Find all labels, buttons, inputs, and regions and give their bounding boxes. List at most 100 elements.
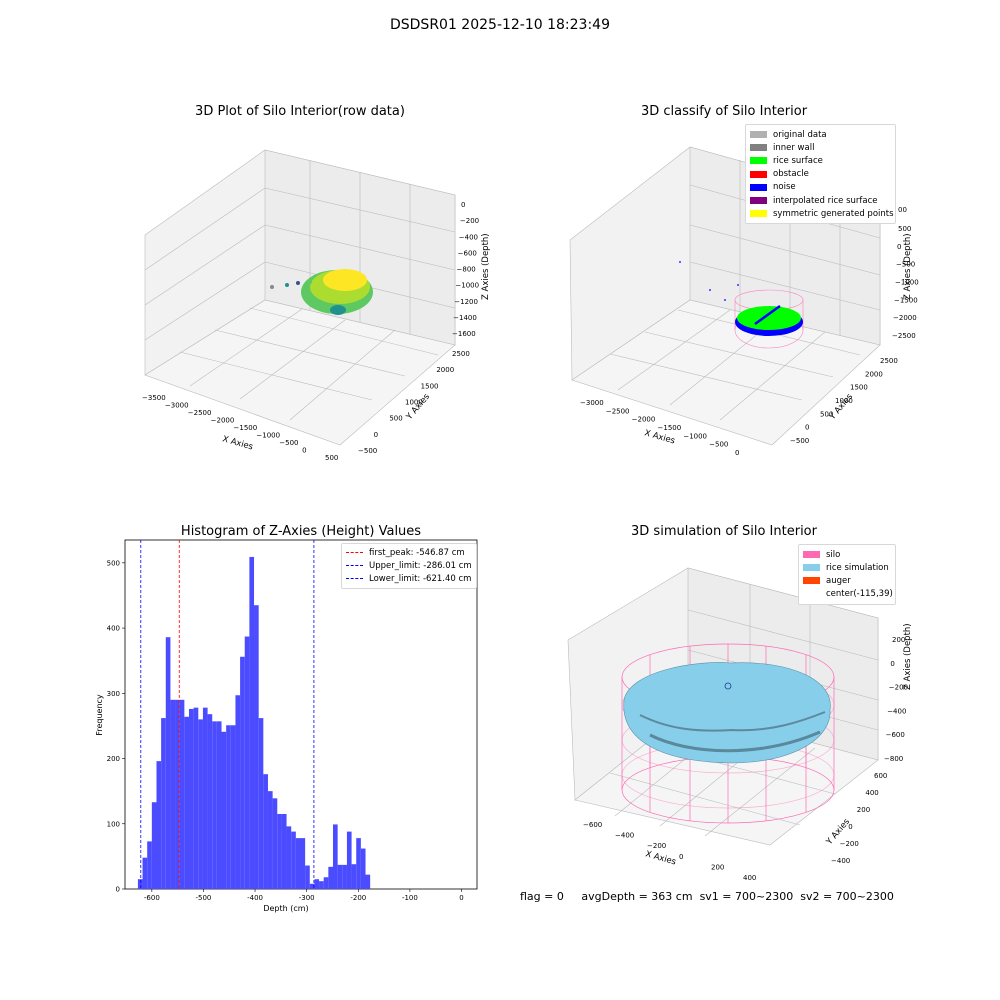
- panel4-z-tick-label: −600: [886, 731, 905, 739]
- panel4-y-tick-label: 600: [874, 772, 887, 780]
- panel4-z-tick-label: 0: [890, 660, 894, 668]
- rice-surface: [623, 662, 831, 764]
- hist-bar: [165, 637, 171, 889]
- panel1-y-tick-label: 1000: [405, 399, 423, 407]
- panel1-y-tick-label: 1500: [421, 382, 439, 390]
- hist-bar: [254, 605, 259, 889]
- panel1-z-tick-label: −200: [460, 217, 479, 225]
- panel4-y-tick-label: −400: [831, 857, 850, 865]
- panel2-z-tick-label: 500: [898, 225, 911, 233]
- panel2-x-tick-label: −1000: [683, 432, 707, 440]
- panel1-x-tick-label: −2000: [211, 417, 235, 425]
- hist-bar: [151, 802, 157, 889]
- hist-bar: [170, 699, 176, 889]
- panel1-z-tick-label: −400: [459, 233, 478, 241]
- hist-bar: [333, 824, 338, 889]
- panel3-title: Histogram of Z-Axies (Height) Values: [180, 524, 422, 539]
- legend-label: rice surface: [773, 155, 823, 166]
- panel1-z-tick-label: 0: [461, 201, 465, 209]
- legend-entry: rice surface: [750, 154, 891, 167]
- flag-text: flag = 0: [520, 890, 564, 903]
- legend-label: auger: [826, 575, 851, 586]
- legend-entry: first_peak: -546.87 cm: [346, 546, 472, 559]
- panel1-x-tick-label: −3000: [165, 402, 189, 410]
- hist-bar: [281, 813, 287, 889]
- hist-bar: [300, 838, 306, 889]
- status-footer: flag = 0 avgDepth = 363 cm sv1 = 700~230…: [520, 890, 894, 903]
- panel2-z-tick-label: 0: [897, 243, 901, 251]
- hist-bar: [258, 718, 264, 889]
- hist-bar: [286, 826, 292, 889]
- hist-bar: [202, 707, 208, 889]
- hist-bar: [216, 721, 222, 889]
- hist-bar: [137, 879, 143, 889]
- panel4-xlabel: X Axies: [644, 849, 677, 867]
- legend-entry: center(-115,39): [803, 588, 893, 601]
- hist-ytick-label: 200: [107, 755, 120, 763]
- panel1-x-tick-label: −1500: [234, 424, 258, 432]
- panel1-y-tick-label: 2500: [452, 350, 470, 358]
- hist-xtick-label: -300: [299, 894, 315, 902]
- panel4-title: 3D simulation of Silo Interior: [631, 524, 817, 539]
- hist-bar: [175, 699, 180, 889]
- hist-bar: [295, 838, 301, 889]
- panel2-ztick-top: 00: [898, 206, 907, 214]
- panel1-x-tick-label: −3500: [142, 394, 166, 402]
- panel4-3d-plot: −600 −400 −200 0 200 400 −400 −200 0 200 400 600 2…: [567, 567, 913, 880]
- hist-bar: [240, 656, 245, 889]
- panel4-y-tick-label: 0: [848, 823, 852, 831]
- panel1-xlabel: X Axies: [221, 434, 254, 452]
- panel2-y-tick-label: 1500: [850, 384, 868, 392]
- hist-bar: [156, 761, 162, 889]
- hist-xtick-label: -100: [402, 894, 418, 902]
- legend-entry: symmetric generated points: [750, 207, 894, 220]
- legend-entry: silo: [803, 548, 891, 561]
- panel2-point-cloud: [679, 261, 804, 349]
- hist-xtick-label: -600: [144, 894, 160, 902]
- hist-bar: [189, 708, 194, 889]
- hist-bar: [226, 725, 231, 889]
- panel2-z-tick-label: −500: [896, 261, 915, 269]
- legend-label: interpolated rice surface: [773, 195, 878, 206]
- hist-bar: [244, 636, 250, 889]
- panel1-z-tick-label: −600: [458, 249, 477, 257]
- hist-bar: [184, 716, 189, 889]
- panel1-y-tick-label: 2000: [436, 366, 454, 374]
- panel2-y-tick-label: −500: [790, 437, 809, 445]
- hist-bar: [360, 848, 366, 889]
- figure-title: DSDSR01 2025-12-10 18:23:49: [389, 17, 610, 33]
- panel2-y-tick-label: 0: [805, 424, 809, 432]
- hist-bar: [328, 866, 333, 889]
- panel4-z-tick-label: −200: [889, 684, 908, 692]
- hist-bar: [309, 883, 315, 889]
- panel4-yticks: −400 −200 0 200 400 600: [831, 772, 887, 865]
- hist-ytick-label: 300: [107, 690, 120, 698]
- legend-label: obstacle: [773, 169, 809, 180]
- hist-ytick-label: 400: [107, 625, 120, 633]
- hist-bar: [161, 718, 166, 889]
- panel2-x-tick-label: 0: [735, 449, 739, 457]
- hist-bar: [179, 699, 185, 889]
- legend-entry: inner wall: [750, 141, 891, 154]
- hist-bar: [291, 831, 296, 889]
- panel2-legend: original data inner wall rice surface obsta…: [745, 124, 896, 225]
- legend-entry: Lower_limit: -621.40 cm: [346, 572, 472, 585]
- legend-swatch: [803, 577, 820, 585]
- hist-bar: [272, 798, 278, 889]
- panel2-zlabel: Z Axies (Depth): [903, 233, 913, 300]
- hist-bar: [342, 864, 347, 889]
- legend-line: [346, 578, 363, 580]
- hist-bar: [314, 879, 320, 889]
- panel2-z-tick-label: −2000: [893, 314, 917, 322]
- panel1-zticks: 0 −200 −400 −600 −800 −1000 −1200 −1400 −1600: [452, 201, 479, 338]
- legend-swatch: [803, 551, 820, 559]
- panel4-y-tick-label: 200: [857, 806, 870, 814]
- hist-bar: [365, 874, 371, 889]
- hist-bar: [212, 721, 217, 889]
- panel2-z-tick-label: −1500: [894, 296, 918, 304]
- legend-label: noise: [773, 182, 796, 193]
